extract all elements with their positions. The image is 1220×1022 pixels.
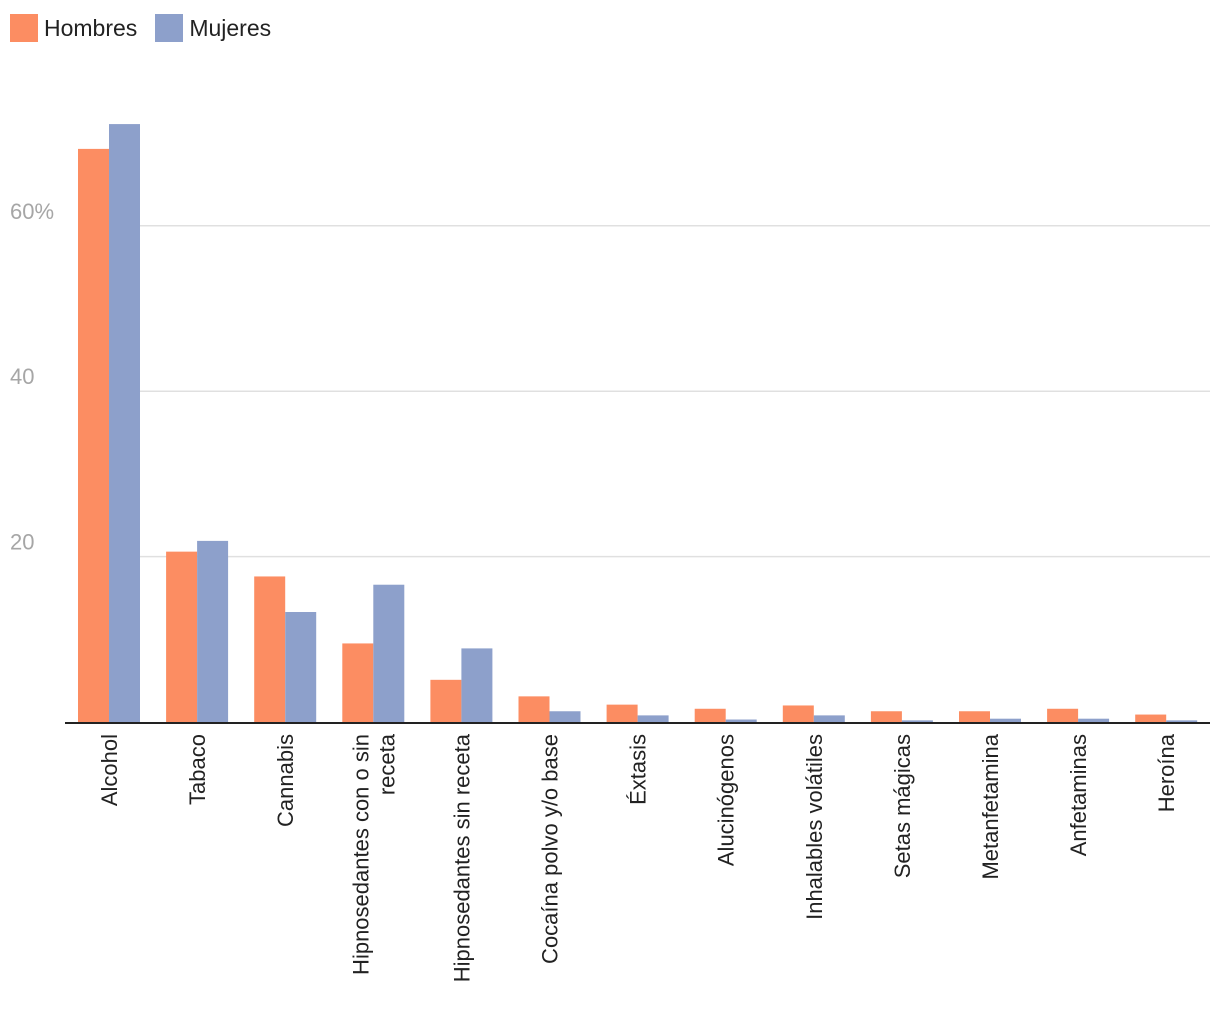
legend-swatch-hombres [10, 14, 38, 42]
bar-mujeres-12 [1166, 720, 1198, 722]
x-tick-label-group: Cocaína polvo y/o base [538, 734, 563, 964]
x-tick-label-group: Heroína [1154, 733, 1179, 812]
x-tick-label-group: Hipnosedantes con o sin receta [348, 733, 399, 975]
bar-mujeres-1 [197, 540, 229, 722]
bar-mujeres-5 [549, 711, 581, 722]
bar-mujeres-2 [285, 612, 317, 722]
y-tick-label: 20 [10, 530, 34, 555]
x-tick-label-group: Tabaco [185, 734, 210, 805]
x-tick-label-group: Setas mágicas [890, 734, 915, 878]
x-tick-label: Setas mágicas [890, 734, 915, 878]
y-tick-label: 40 [10, 364, 34, 389]
legend-label-mujeres: Mujeres [189, 14, 272, 41]
x-tick-label-group: Alcohol [97, 734, 122, 806]
x-tick-label-group: Metanfetamina [978, 733, 1003, 879]
x-tick-label: Tabaco [185, 734, 210, 805]
x-tick-label-group: Alucinógenos [714, 734, 739, 866]
bar-hombres-6 [606, 704, 638, 722]
x-tick-label: Alcohol [97, 734, 122, 806]
legend: Hombres Mujeres [10, 12, 271, 44]
x-tick-label: Anfetaminas [1066, 734, 1091, 856]
bar-hombres-8 [782, 705, 814, 722]
bar-hombres-9 [870, 711, 902, 722]
bar-hombres-7 [694, 708, 726, 722]
x-tick-label-group: Inhalables volátiles [802, 734, 827, 920]
x-tick-label: receta [374, 733, 399, 795]
bar-mujeres-6 [637, 715, 669, 722]
bar-mujeres-7 [725, 719, 757, 722]
bar-mujeres-10 [990, 718, 1021, 722]
x-tick-label: Metanfetamina [978, 733, 1003, 879]
x-tick-label: Éxtasis [626, 734, 651, 805]
legend-item-hombres: Hombres [10, 14, 137, 42]
bar-hombres-10 [959, 711, 990, 722]
x-tick-label-group: Éxtasis [626, 734, 651, 805]
bar-hombres-5 [518, 696, 550, 722]
x-tick-label: Hipnosedantes con o sin [348, 734, 373, 975]
bar-mujeres-0 [109, 124, 140, 723]
bar-mujeres-8 [813, 715, 845, 722]
bar-hombres-2 [254, 576, 286, 722]
y-tick-label: 60% [10, 199, 54, 224]
x-tick-label: Inhalables volátiles [802, 734, 827, 920]
bar-hombres-4 [430, 679, 462, 722]
bar-mujeres-3 [373, 584, 405, 722]
bar-mujeres-9 [901, 720, 933, 722]
legend-swatch-mujeres [155, 14, 184, 42]
bar-hombres-12 [1135, 714, 1167, 722]
bar-hombres-11 [1047, 708, 1079, 722]
bar-hombres-3 [342, 643, 374, 722]
x-tick-label: Cannabis [273, 734, 298, 827]
x-tick-label: Heroína [1154, 733, 1179, 812]
bar-mujeres-11 [1078, 718, 1110, 722]
bar-hombres-0 [78, 148, 109, 722]
legend-item-mujeres: Mujeres [155, 14, 271, 42]
bar-mujeres-4 [461, 648, 493, 722]
x-tick-label: Hipnosedantes sin receta [449, 733, 474, 982]
x-tick-label-group: Cannabis [273, 734, 298, 827]
x-tick-label-group: Anfetaminas [1066, 734, 1091, 856]
x-tick-label: Cocaína polvo y/o base [538, 734, 563, 964]
legend-label-hombres: Hombres [44, 14, 138, 41]
x-tick-label: Alucinógenos [714, 734, 739, 866]
bar-hombres-1 [166, 551, 198, 722]
x-tick-label-group: Hipnosedantes sin receta [449, 733, 474, 982]
